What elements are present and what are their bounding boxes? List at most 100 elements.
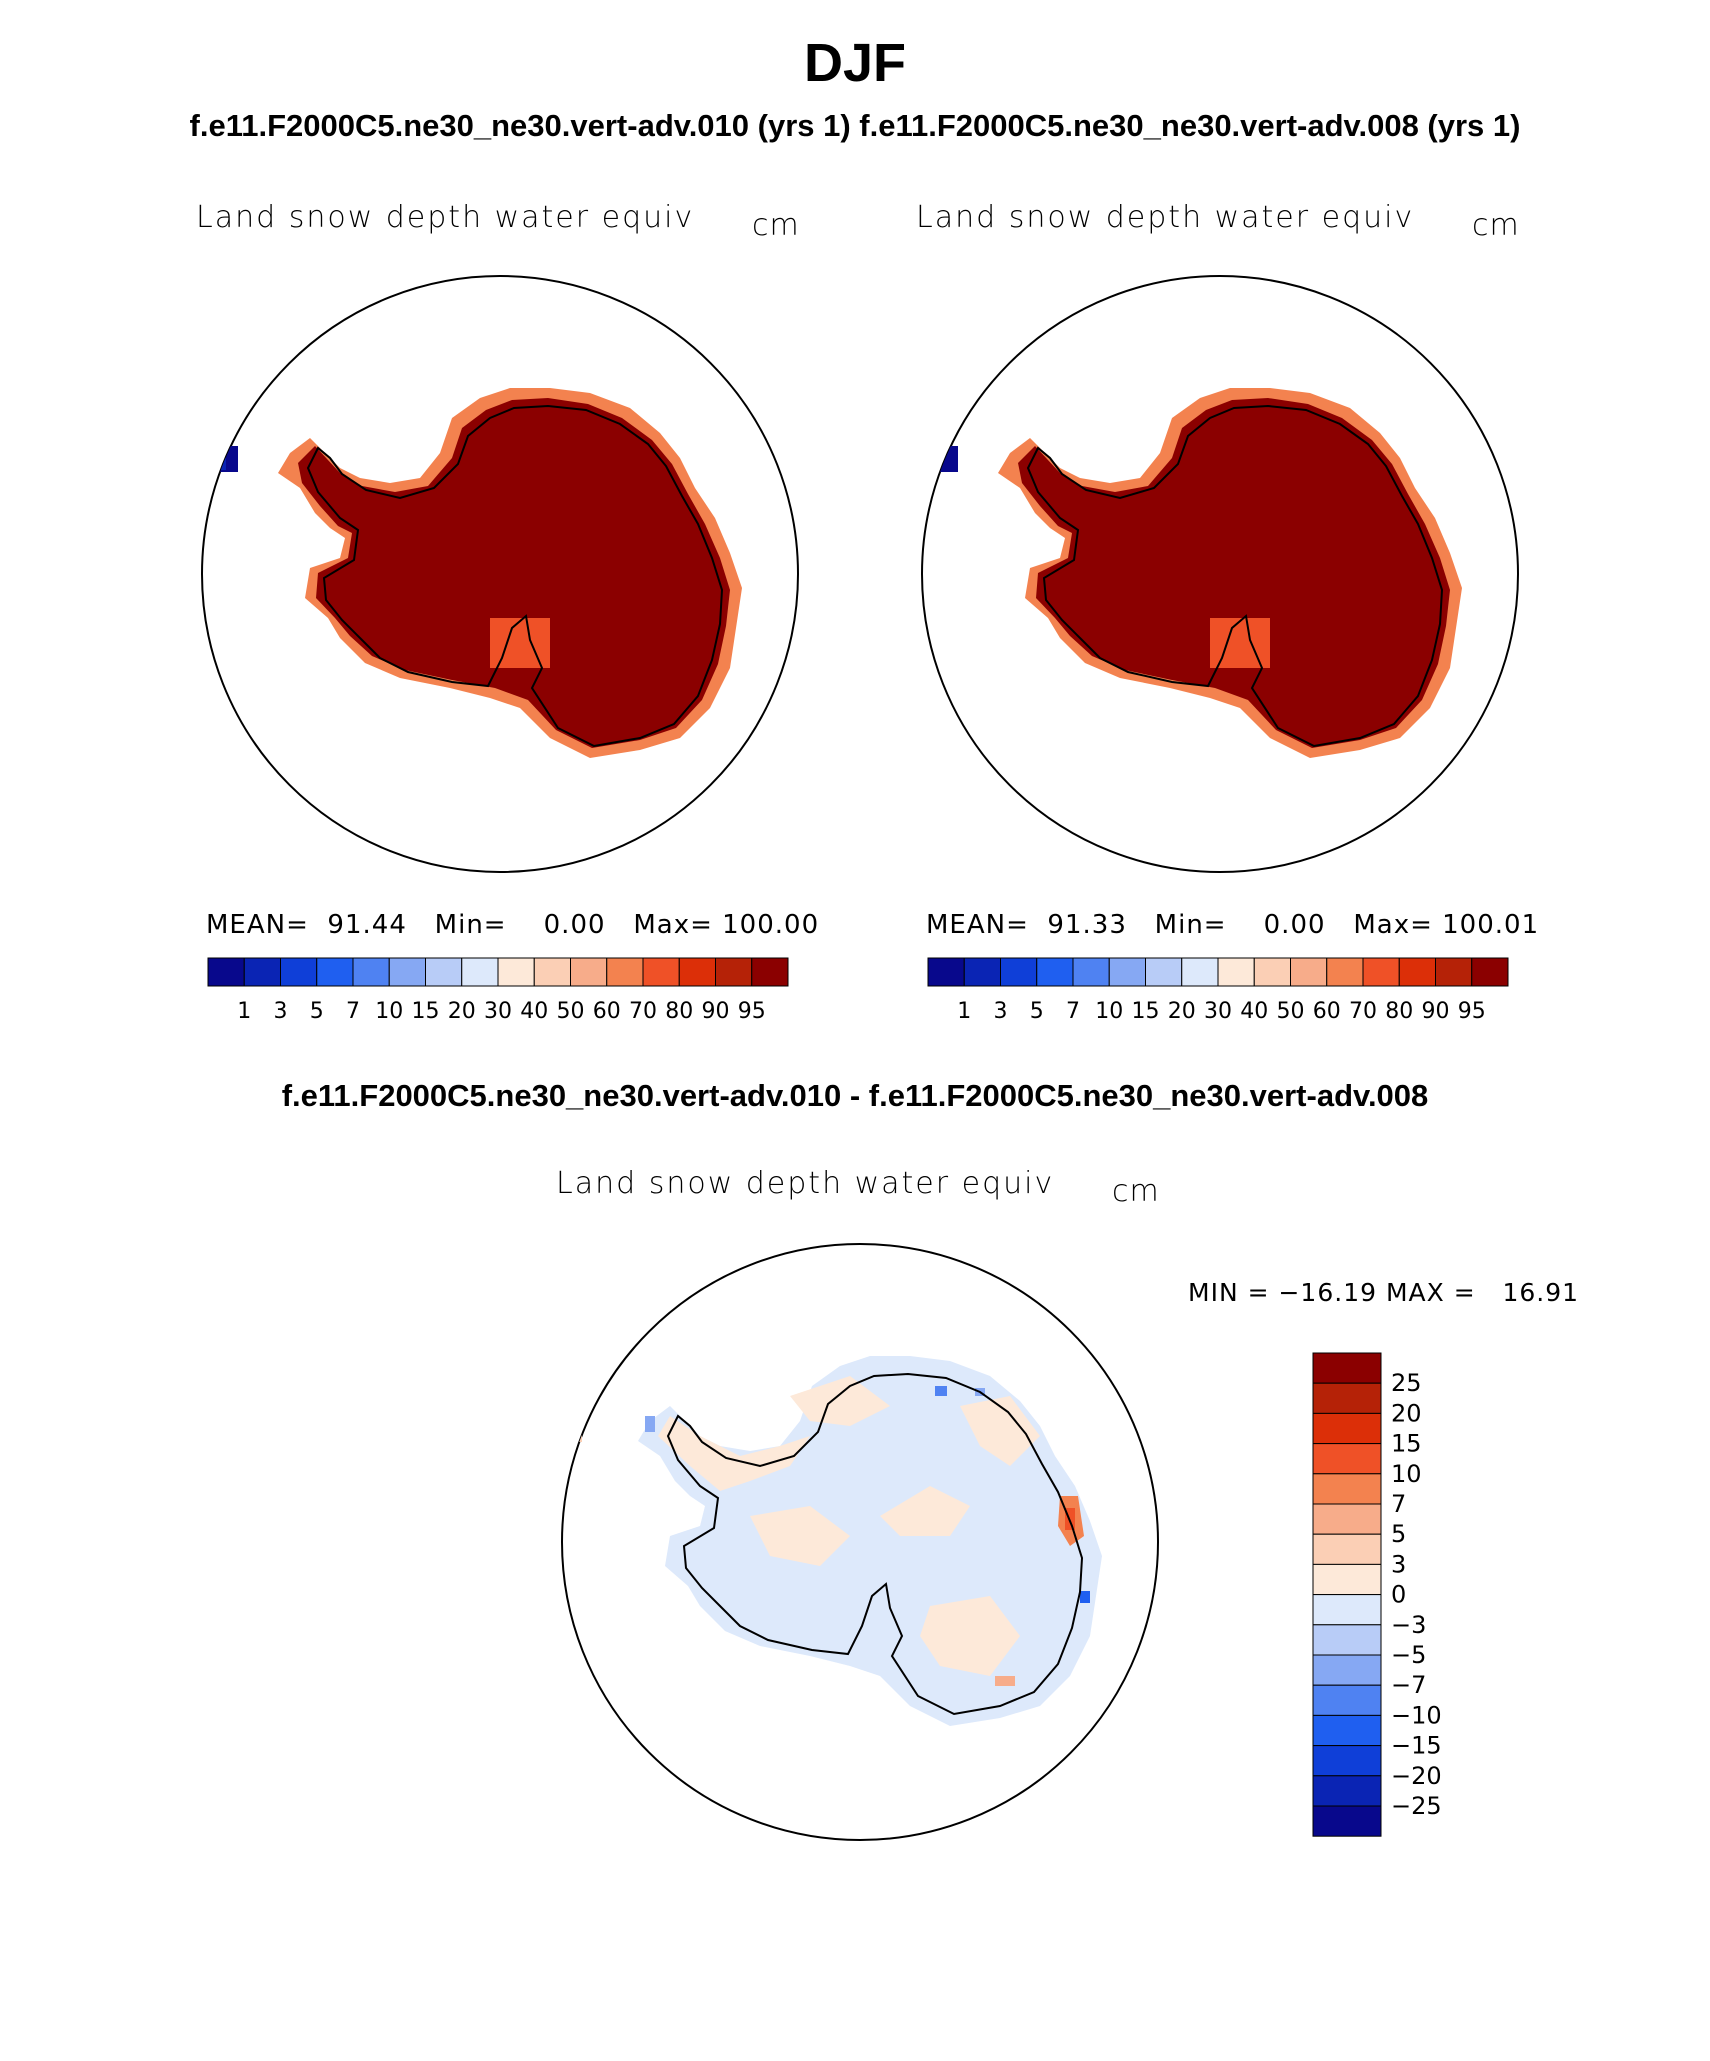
panel1-mean-label: MEAN= (206, 910, 309, 940)
diff-colorbar-tick-label: −20 (1391, 1762, 1442, 1790)
panel2-colorbar-box (1072, 957, 1110, 987)
diff-colorbar-box (1312, 1654, 1382, 1686)
panel2-colorbar-box (1435, 957, 1473, 987)
panel2-min-label: Min= (1154, 910, 1227, 940)
panel1-min-label: Min= (434, 910, 507, 940)
diff-colorbar-tick-label: 7 (1391, 1490, 1406, 1518)
panel2-colorbar-box (1398, 957, 1436, 987)
panel1-colorbar-tick-label: 60 (593, 999, 621, 1024)
panel2-colorbar-box (1253, 957, 1291, 987)
panel1-colorbar-box (751, 957, 789, 987)
panel1-colorbar-tick-label: 40 (520, 999, 548, 1024)
panel1-map (201, 275, 799, 873)
panel2-colorbar-tick-label: 15 (1132, 999, 1160, 1024)
panel1-colorbar-box (316, 957, 354, 987)
panel1-colorbar-tick-label: 80 (665, 999, 693, 1024)
panel2-mean-label: MEAN= (926, 910, 1029, 940)
panel1-colorbar-box (606, 957, 644, 987)
panel2-stats: MEAN= 91.33 Min= 0.00 Max= 100.01 (926, 910, 1539, 940)
panel2-colorbar-box (1108, 957, 1146, 987)
panel1-colorbar-box (497, 957, 535, 987)
panel1-colorbar-tick-label: 30 (484, 999, 512, 1024)
diff-colorbar-tick-label: 0 (1391, 1581, 1406, 1609)
panel2-colorbar-tick-label: 90 (1422, 999, 1450, 1024)
panel2-colorbar-box (1000, 957, 1038, 987)
panel1-colorbar-box (280, 957, 318, 987)
panel1-colorbar-box (388, 957, 426, 987)
panel2-colorbar-box (1290, 957, 1328, 987)
panel1-colorbar-tick-label: 1 (237, 999, 251, 1024)
panel1-variable-title: Land snow depth water equiv (196, 200, 695, 235)
panel1-colorbar-tick-label: 95 (738, 999, 766, 1024)
panel2-variable-title: Land snow depth water equiv (916, 200, 1415, 235)
diff-colorbar-box (1312, 1684, 1382, 1716)
panel2-colorbar-box (963, 957, 1001, 987)
panel2-colorbar-tick-label: 80 (1385, 999, 1413, 1024)
diff-colorbar-tick-label: −10 (1391, 1701, 1442, 1729)
panel1-colorbar-box (678, 957, 716, 987)
panel1-colorbar-box (715, 957, 753, 987)
panel2-colorbar-tick-label: 95 (1458, 999, 1486, 1024)
panel2-colorbar-tick-label: 60 (1313, 999, 1341, 1024)
diff-colorbar-tick-label: 5 (1391, 1520, 1406, 1548)
panel2-colorbar-tick-label: 40 (1240, 999, 1268, 1024)
diff-colorbar-tick-label: 25 (1391, 1369, 1422, 1397)
diff-units: cm (1112, 1174, 1160, 1209)
panel1-colorbar-tick-label: 90 (702, 999, 730, 1024)
panel2-map (921, 275, 1519, 873)
panel1-colorbar-box (570, 957, 608, 987)
panel1-colorbar-tick-label: 50 (557, 999, 585, 1024)
panel2-colorbar-tick-label: 50 (1277, 999, 1305, 1024)
diff-colorbar-box (1312, 1352, 1382, 1384)
diff-colorbar-box (1312, 1624, 1382, 1656)
diff-colorbar-box (1312, 1443, 1382, 1475)
panel1-mean-value: 91.44 (327, 910, 407, 940)
panel2-colorbar-box (1471, 957, 1509, 987)
panel2-colorbar-box (1362, 957, 1400, 987)
panel2-units: cm (1472, 208, 1520, 243)
panel1-colorbar-tick-label: 5 (310, 999, 324, 1024)
diff-colorbar-tick-label: 20 (1391, 1399, 1422, 1427)
panel2-colorbar-box (927, 957, 965, 987)
panel1-colorbar-tick-label: 7 (346, 999, 360, 1024)
panel1-colorbar-tick-label: 3 (274, 999, 288, 1024)
panel2-colorbar-tick-label: 3 (994, 999, 1008, 1024)
panel1-colorbar-tick-label: 10 (375, 999, 403, 1024)
panel2-colorbar-box (1326, 957, 1364, 987)
panel1-colorbar-box (461, 957, 499, 987)
panel2-colorbar-tick-label: 7 (1066, 999, 1080, 1024)
panel1-colorbar-tick-label: 15 (412, 999, 440, 1024)
panel2-colorbar-tick-label: 30 (1204, 999, 1232, 1024)
diff-minmax: MIN = −16.19 MAX = 16.91 (1188, 1278, 1580, 1307)
diff-colorbar-box (1312, 1805, 1382, 1837)
panel2-colorbar-tick-label: 5 (1030, 999, 1044, 1024)
panel1-max-value: 100.00 (722, 910, 820, 940)
panel1-colorbar-box (533, 957, 571, 987)
diff-colorbar-tick-label: −5 (1391, 1641, 1426, 1669)
diff-colorbar-box (1312, 1745, 1382, 1777)
diff-colorbar-box (1312, 1412, 1382, 1445)
diff-colorbar-tick-label: −3 (1391, 1611, 1426, 1639)
diff-colorbar-tick-label: 15 (1391, 1430, 1422, 1458)
difference-title: f.e11.F2000C5.ne30_ne30.vert-adv.010 - f… (281, 1078, 1429, 1113)
panel2-colorbar-box (1036, 957, 1074, 987)
panel2-max-label: Max= (1353, 910, 1433, 940)
panel1-max-label: Max= (633, 910, 713, 940)
diff-colorbar-box (1312, 1382, 1382, 1414)
panel2-mean-value: 91.33 (1047, 910, 1127, 940)
panel1-colorbar: 1 3 5 7 10 15 20 30 40 50 60 70 80 90 95 (207, 957, 789, 1024)
diff-colorbar-box (1312, 1533, 1382, 1565)
diff-colorbar-tick-label: −15 (1391, 1732, 1442, 1760)
panel2-colorbar-box (1181, 957, 1219, 987)
diff-colorbar-box (1312, 1503, 1382, 1535)
panel2-colorbar-box (1217, 957, 1255, 987)
diff-colorbar-box (1312, 1563, 1382, 1596)
panel1-colorbar-box (642, 957, 680, 987)
diff-colorbar-box (1312, 1594, 1382, 1626)
panel2-colorbar: 1 3 5 7 10 15 20 30 40 50 60 70 80 90 95 (927, 957, 1509, 1024)
diff-colorbar-box (1312, 1473, 1382, 1505)
diff-map (561, 1243, 1159, 1841)
diff-colorbar-tick-label: −7 (1391, 1671, 1426, 1699)
diff-colorbar-box (1312, 1714, 1382, 1747)
